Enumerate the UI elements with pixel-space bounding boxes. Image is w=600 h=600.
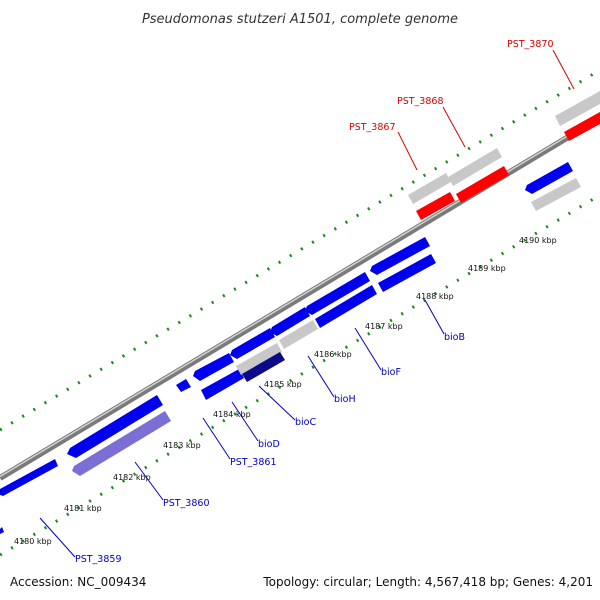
gene-feature[interactable] xyxy=(408,173,451,204)
gene-feature[interactable] xyxy=(279,320,318,349)
scale-labels: 4180 kbp 4181 kbp 4182 kbp 4183 kbp 4184… xyxy=(14,236,557,546)
gene-feature[interactable] xyxy=(201,369,244,400)
gene-label-biof[interactable]: bioF xyxy=(381,367,401,378)
gene-feature[interactable] xyxy=(242,352,285,382)
gene-labels: PST_3859 PST_3860 PST_3861 bioD bioC bio… xyxy=(75,39,554,565)
gene-feature[interactable] xyxy=(378,254,436,292)
gene-label-pst-3860[interactable]: PST_3860 xyxy=(163,498,210,509)
gene-feature[interactable] xyxy=(176,379,191,392)
scale-label-4181: 4181 kbp xyxy=(64,504,102,513)
gene-label-pst-3861[interactable]: PST_3861 xyxy=(230,457,277,468)
scale-label-4185: 4185 kbp xyxy=(264,380,302,389)
gene-feature[interactable] xyxy=(230,328,275,359)
label-leaders xyxy=(39,49,575,558)
accession-text: Accession: NC_009434 xyxy=(10,575,146,589)
topology-text: Topology: circular; Length: 4,567,418 bp… xyxy=(262,575,593,589)
scale-label-4189: 4189 kbp xyxy=(468,264,506,273)
scale-label-4190: 4190 kbp xyxy=(519,236,557,245)
gene-feature[interactable] xyxy=(531,178,581,211)
gene-features xyxy=(0,91,600,534)
gene-feature[interactable] xyxy=(448,148,502,186)
gene-feature[interactable] xyxy=(0,459,58,496)
gene-label-pst-3868[interactable]: PST_3868 xyxy=(397,96,444,107)
scale-label-4183: 4183 kbp xyxy=(163,441,201,450)
gene-label-pst-3859[interactable]: PST_3859 xyxy=(75,554,122,565)
gene-label-bioc[interactable]: bioC xyxy=(295,417,316,428)
gene-feature[interactable] xyxy=(315,285,377,328)
scale-label-4180: 4180 kbp xyxy=(14,537,52,546)
scale-label-4188: 4188 kbp xyxy=(416,292,454,301)
gene-feature[interactable] xyxy=(0,527,4,534)
gene-label-pst-3867[interactable]: PST_3867 xyxy=(349,122,396,133)
outer-tick-ring xyxy=(0,68,600,432)
gene-feature[interactable] xyxy=(416,192,455,220)
gene-label-pst-3870[interactable]: PST_3870 xyxy=(507,39,554,50)
gene-feature[interactable] xyxy=(564,112,600,141)
scale-label-4184: 4184 kbp xyxy=(213,410,251,419)
scale-label-4187: 4187 kbp xyxy=(365,322,403,331)
gene-feature[interactable] xyxy=(270,307,310,336)
scale-label-4186: 4186 kbp xyxy=(314,350,352,359)
gene-label-biod[interactable]: bioD xyxy=(258,439,280,450)
gene-feature[interactable] xyxy=(555,91,600,126)
gene-feature[interactable] xyxy=(236,343,282,375)
gene-label-bioh[interactable]: bioH xyxy=(334,394,356,405)
gene-feature[interactable] xyxy=(72,411,171,476)
gene-feature[interactable] xyxy=(525,162,573,194)
gene-feature[interactable] xyxy=(370,237,430,275)
gene-feature[interactable] xyxy=(193,353,234,381)
scale-label-4182: 4182 kbp xyxy=(113,473,151,482)
gene-feature[interactable] xyxy=(305,272,370,315)
gene-feature[interactable] xyxy=(67,395,163,458)
gene-label-biob[interactable]: bioB xyxy=(444,332,465,343)
gene-feature[interactable] xyxy=(456,166,509,203)
map-title: Pseudomonas stutzeri A1501, complete gen… xyxy=(142,12,458,27)
